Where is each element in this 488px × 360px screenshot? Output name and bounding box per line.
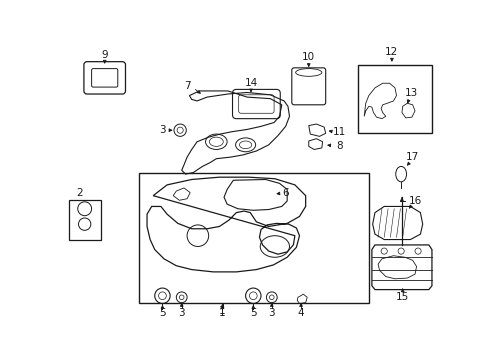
Text: 7: 7 bbox=[184, 81, 191, 91]
Text: 13: 13 bbox=[405, 88, 418, 98]
Text: 8: 8 bbox=[336, 141, 342, 150]
Text: 5: 5 bbox=[249, 308, 256, 318]
Text: 10: 10 bbox=[302, 52, 315, 62]
Text: 3: 3 bbox=[268, 308, 275, 318]
Text: 1: 1 bbox=[219, 308, 225, 318]
Text: 17: 17 bbox=[405, 152, 419, 162]
Text: 9: 9 bbox=[101, 50, 108, 60]
Text: 16: 16 bbox=[407, 196, 421, 206]
Text: 1: 1 bbox=[219, 306, 225, 316]
Text: 2: 2 bbox=[76, 188, 82, 198]
Bar bbox=[68, 199, 101, 239]
Text: 3: 3 bbox=[178, 308, 184, 318]
Text: 14: 14 bbox=[244, 78, 257, 88]
Text: 5: 5 bbox=[159, 308, 165, 318]
Bar bbox=[357, 65, 431, 132]
Bar bbox=[139, 172, 368, 303]
Text: 3: 3 bbox=[159, 125, 165, 135]
Text: 6: 6 bbox=[282, 188, 288, 198]
Text: 4: 4 bbox=[297, 308, 304, 318]
Text: 11: 11 bbox=[332, 127, 346, 137]
Text: 15: 15 bbox=[395, 292, 408, 302]
Text: 12: 12 bbox=[385, 48, 398, 58]
